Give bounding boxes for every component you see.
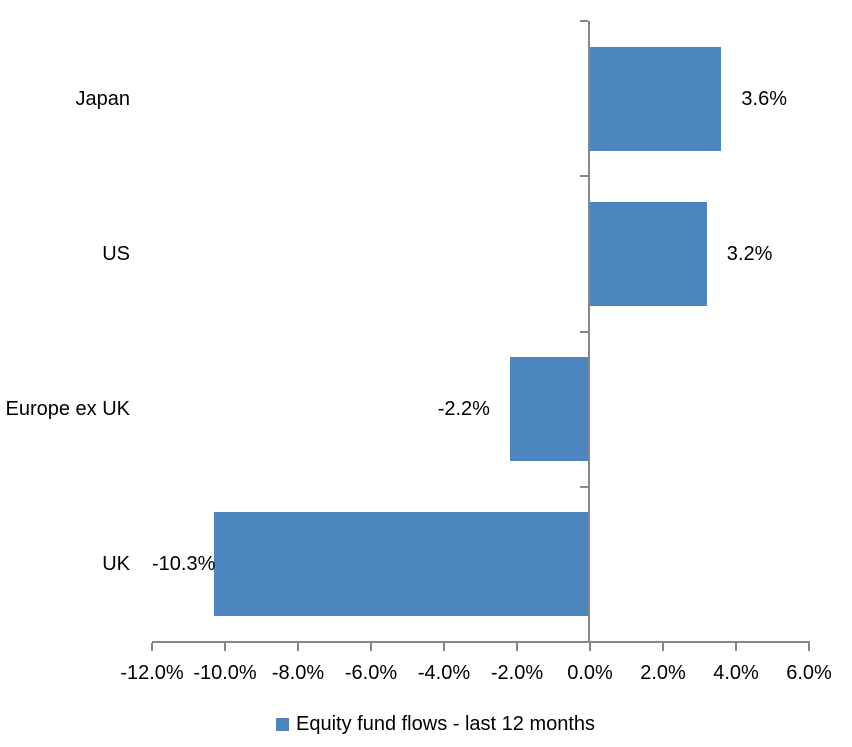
category-axis-line [588,21,590,642]
value-axis-tick-label: -4.0% [417,662,471,684]
bar-europe-ex-uk [509,357,590,462]
value-axis-line [152,641,810,643]
value-axis-tick [808,643,810,651]
value-axis-tick-label: 0.0% [567,662,613,684]
bar-uk [214,512,590,617]
category-label-us: US [102,242,130,265]
value-axis-tick [370,643,372,651]
value-axis-tick [589,643,591,651]
legend: Equity fund flows - last 12 months [276,711,595,737]
value-axis-tick-label: -10.0% [193,662,257,684]
value-axis-tick [735,643,737,651]
value-axis-tick [662,643,664,651]
category-label-japan: Japan [75,87,131,110]
value-axis-tick-label: -6.0% [344,662,398,684]
category-axis-tick [580,20,588,22]
data-label-us: 3.2% [726,242,773,265]
value-axis-tick-label: 2.0% [640,662,686,684]
legend-label: Equity fund flows - last 12 months [296,713,596,735]
data-label-europe-ex-uk: -2.2% [437,398,490,421]
value-axis-tick-label: 6.0% [786,662,832,684]
value-axis-tick [443,643,445,651]
value-axis-tick [516,643,518,651]
value-axis-tick [297,643,299,651]
value-axis-tick [224,643,226,651]
value-axis-tick-label: -12.0% [120,662,184,684]
legend-swatch-icon [276,717,289,731]
value-axis-tick-label: -2.0% [490,662,544,684]
data-label-japan: 3.6% [741,87,787,110]
category-label-uk: UK [102,553,130,576]
value-axis-tick-label: 4.0% [713,662,759,684]
category-axis-tick [580,485,588,488]
category-axis-tick [580,175,588,178]
bar-japan [590,46,722,151]
bar-us [590,201,707,306]
category-axis-tick [580,330,588,333]
data-label-uk: -10.3% [152,553,216,576]
value-axis-tick [151,643,153,651]
category-label-europe-ex-uk: Europe ex UK [5,398,130,421]
value-axis-tick-label: -8.0% [271,662,325,684]
